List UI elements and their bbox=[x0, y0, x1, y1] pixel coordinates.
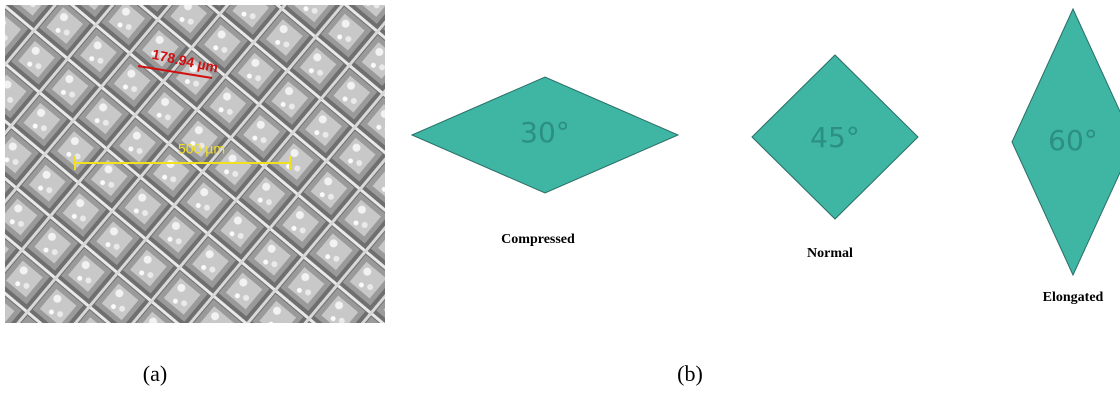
measurement-label: 500 µm bbox=[178, 141, 225, 157]
angle-label: 30° bbox=[520, 116, 570, 149]
figure: 178.94 µm 500 µm (a) 30° Compressed 45° … bbox=[0, 0, 1120, 405]
page: 178.94 µm 500 µm (a) 30° Compressed 45° … bbox=[0, 0, 1120, 405]
shape-45: 45° Normal bbox=[752, 55, 918, 261]
angle-label: 60° bbox=[1048, 124, 1098, 157]
shape-label: Elongated bbox=[1043, 290, 1104, 305]
shape-label: Compressed bbox=[501, 232, 575, 247]
micrograph: 178.94 µm 500 µm bbox=[5, 5, 385, 323]
caption: (a) bbox=[143, 361, 167, 386]
shape-60: 60° Elongated bbox=[1012, 9, 1120, 305]
shape-30: 30° Compressed bbox=[412, 77, 678, 247]
angle-label: 45° bbox=[810, 121, 860, 154]
caption: (b) bbox=[677, 361, 703, 386]
shape-label: Normal bbox=[807, 246, 853, 261]
